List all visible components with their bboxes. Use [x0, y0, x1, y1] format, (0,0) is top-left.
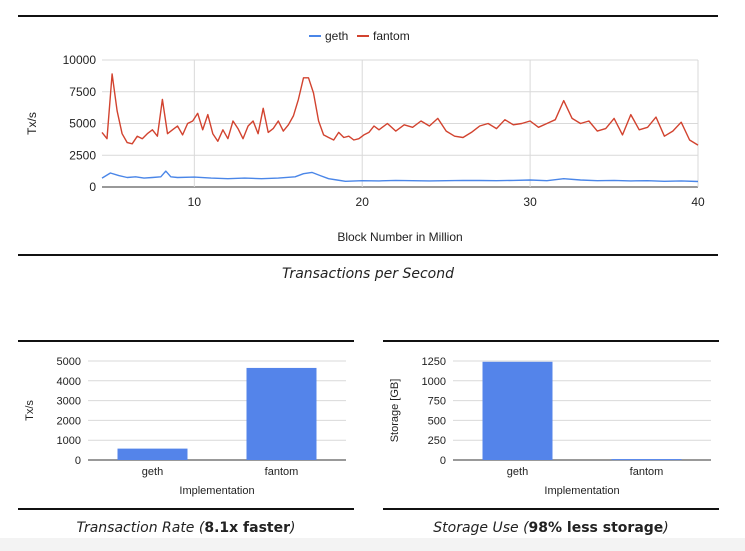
y-tick-label: 0 — [75, 455, 81, 467]
y-axis-title: Tx/s — [24, 400, 36, 421]
storage-caption-suffix: ) — [663, 520, 669, 536]
x-tick-label: fantom — [630, 466, 664, 478]
storage-bar-geth — [482, 361, 553, 460]
y-tick-label: 1000 — [57, 435, 81, 447]
x-tick-label: 20 — [356, 195, 370, 209]
rate-caption-suffix: ) — [290, 520, 296, 536]
fantom-series-line — [101, 73, 699, 146]
y-tick-label: 0 — [440, 455, 446, 467]
storage-caption: Storage Use (98% less storage) — [383, 520, 719, 536]
storage-bar-fantom — [611, 459, 682, 461]
geth-legend-label: geth — [325, 29, 348, 43]
x-axis-title: Implementation — [544, 485, 619, 497]
y-tick-label: 1250 — [422, 356, 446, 368]
x-tick-label: 40 — [691, 195, 705, 209]
y-tick-label: 10000 — [63, 53, 97, 67]
main-caption: Transactions per Second — [18, 266, 718, 282]
x-axis-title: Block Number in Million — [337, 230, 462, 244]
x-axis-title: Implementation — [179, 485, 254, 497]
y-tick-label: 2000 — [57, 415, 81, 427]
main-caption-rule — [18, 254, 718, 256]
x-tick-label: fantom — [265, 466, 299, 478]
y-axis-title: Tx/s — [25, 112, 39, 135]
y-tick-label: 0 — [89, 180, 96, 194]
x-tick-label: geth — [507, 466, 528, 478]
rate-top-rule — [18, 340, 354, 342]
rate-bar-geth — [117, 448, 188, 460]
y-tick-label: 750 — [428, 396, 446, 408]
transaction-rate-bar-chart: 0 1000 2000 3000 4000 5000 geth fantom Implement… — [24, 356, 346, 497]
rate-caption-prefix: Transaction Rate ( — [76, 520, 205, 536]
rate-bar-fantom — [246, 367, 317, 460]
x-tick-label: 30 — [523, 195, 537, 209]
fantom-legend-label: fantom — [373, 29, 410, 43]
y-tick-label: 500 — [428, 415, 446, 427]
top-rule — [18, 15, 718, 17]
y-tick-label: 3000 — [57, 396, 81, 408]
y-axis-title: Storage [GB] — [389, 379, 401, 443]
tps-line-chart: 0 2500 5000 7500 10000 10 20 30 40 Block Number i… — [25, 29, 705, 244]
rate-caption-bold: 8.1x faster — [204, 520, 291, 536]
main-caption-text: Transactions per Second — [281, 266, 455, 282]
storage-use-bar-chart: 0 250 500 750 1000 1250 geth fantom Implementati… — [389, 356, 711, 497]
rate-bottom-rule — [18, 508, 354, 510]
bottom-strip — [0, 538, 745, 551]
y-tick-label: 1000 — [422, 376, 446, 388]
y-tick-label: 7500 — [69, 85, 96, 99]
y-tick-label: 5000 — [57, 356, 81, 368]
storage-bottom-rule — [383, 508, 719, 510]
storage-caption-bold: 98% less storage — [528, 520, 664, 536]
y-tick-label: 2500 — [69, 148, 96, 162]
y-tick-label: 250 — [428, 435, 446, 447]
y-tick-label: 4000 — [57, 376, 81, 388]
y-tick-label: 5000 — [69, 117, 96, 131]
storage-caption-prefix: Storage Use ( — [433, 520, 529, 536]
x-tick-label: geth — [142, 466, 163, 478]
storage-top-rule — [383, 340, 719, 342]
x-tick-label: 10 — [188, 195, 202, 209]
rate-caption: Transaction Rate (8.1x faster) — [18, 520, 354, 536]
geth-series-line — [101, 170, 699, 183]
